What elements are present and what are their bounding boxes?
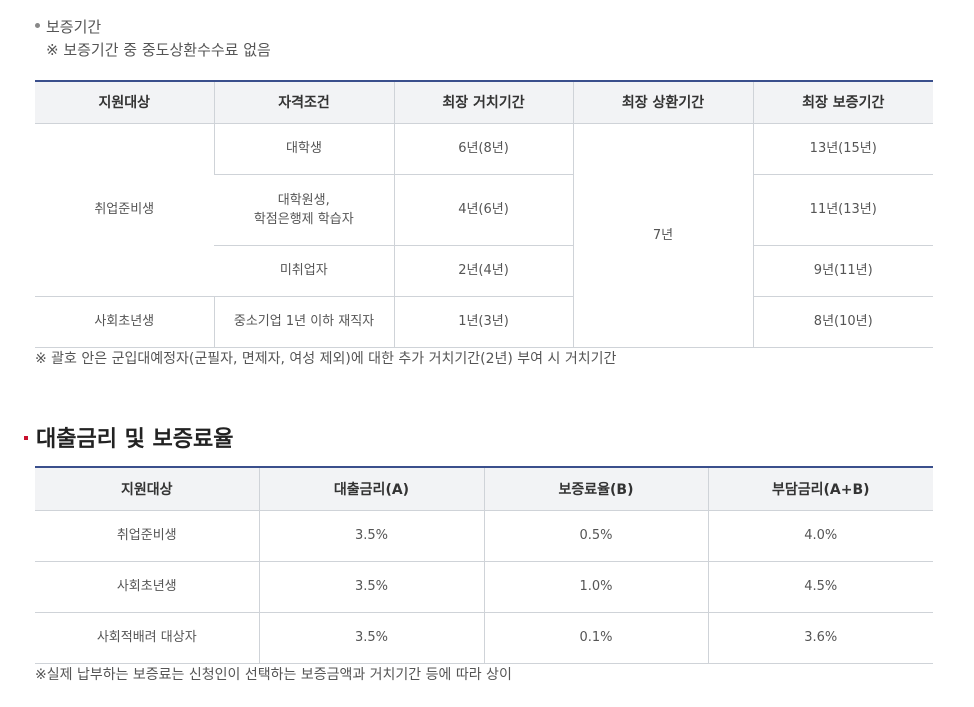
table-row: 취업준비생 대학생 6년(8년) 7년 13년(15년) [35, 123, 933, 348]
fee-rate-cell: 0.5% [483, 510, 708, 562]
header-guarantee-period: 최장 보증기간 [752, 81, 933, 124]
guarantee-period-table: 지원대상 자격조건 최장 거치기간 최장 상환기간 최장 보증기간 취업준비생 … [35, 80, 933, 348]
header-fee-rate: 보증료율(B) [483, 467, 708, 511]
defer-cell: 2년(4년) [393, 245, 573, 297]
table-header-row: 지원대상 대출금리(A) 보증료율(B) 부담금리(A+B) [35, 467, 933, 511]
condition-cell: 중소기업 1년 이하 재직자 [213, 296, 394, 348]
defer-cell: 1년(3년) [393, 296, 573, 348]
bullet-dot-icon [35, 23, 40, 28]
table-row: 대학원생, 학점은행제 학습자 4년(6년) 11년(13년) [35, 174, 933, 246]
table2-footnote: ※실제 납부하는 보증료는 신청인이 선택하는 보증금액과 거치기간 등에 따라… [35, 667, 512, 683]
target-cell: 취업준비생 [35, 510, 259, 562]
guarantee-period-label: 보증기간 [46, 18, 102, 36]
header-target: 지원대상 [35, 467, 259, 511]
section-title: 대출금리 및 보증료율 [36, 427, 234, 452]
table-row: 취업준비생 3.5% 0.5% 4.0% [35, 510, 933, 562]
condition-cell: 대학생 [213, 123, 394, 175]
condition-cell: 미취업자 [214, 245, 394, 297]
header-loan-rate: 대출금리(A) [258, 467, 484, 511]
fee-rate-cell: 1.0% [483, 561, 708, 613]
header-defer-period: 최장 거치기간 [393, 81, 573, 124]
total-rate-cell: 4.5% [707, 561, 933, 613]
header-condition: 자격조건 [213, 81, 394, 124]
condition-cell: 대학원생, 학점은행제 학습자 [214, 174, 394, 246]
guarantee-cell: 13년(15년) [752, 123, 933, 175]
guarantee-cell: 11년(13년) [752, 174, 933, 246]
target-cell: 사회초년생 [35, 561, 259, 613]
header-repay-period: 최장 상환기간 [572, 81, 753, 124]
table-row: 사회적배려 대상자 3.5% 0.1% 3.6% [35, 612, 933, 664]
section-heading: 대출금리 및 보증료율 [24, 421, 233, 453]
table-row: 사회초년생 중소기업 1년 이하 재직자 1년(3년) 8년(10년) [35, 296, 933, 348]
target-cell: 사회적배려 대상자 [35, 612, 259, 664]
header-total-rate: 부담금리(A+B) [707, 467, 933, 511]
table1-footnote: ※ 괄호 안은 군입대예정자(군필자, 면제자, 여성 제외)에 대한 추가 거… [35, 351, 617, 367]
loan-rate-table: 지원대상 대출금리(A) 보증료율(B) 부담금리(A+B) 취업준비생 3.5… [35, 466, 933, 664]
repay-period-cell: 7년 [572, 123, 753, 348]
fee-rate-cell: 0.1% [483, 612, 708, 664]
guarantee-period-bullet: 보증기간 [35, 16, 101, 37]
loan-rate-cell: 3.5% [258, 612, 484, 664]
loan-rate-cell: 3.5% [258, 561, 484, 613]
header-target: 지원대상 [35, 81, 214, 124]
defer-cell: 6년(8년) [393, 123, 573, 175]
guarantee-period-note: ※ 보증기간 중 중도상환수수료 없음 [46, 41, 271, 59]
table-header-row: 지원대상 자격조건 최장 거치기간 최장 상환기간 최장 보증기간 [35, 81, 933, 124]
target-job-seeker: 취업준비생 [35, 123, 214, 297]
guarantee-cell: 8년(10년) [752, 296, 933, 348]
total-rate-cell: 3.6% [707, 612, 933, 664]
total-rate-cell: 4.0% [707, 510, 933, 562]
section-marker-icon [24, 436, 28, 440]
target-new-employee: 사회초년생 [35, 296, 214, 348]
defer-cell: 4년(6년) [393, 174, 573, 246]
loan-rate-cell: 3.5% [258, 510, 484, 562]
table-row: 사회초년생 3.5% 1.0% 4.5% [35, 561, 933, 613]
table-row: 미취업자 2년(4년) 9년(11년) [35, 245, 933, 297]
guarantee-cell: 9년(11년) [752, 245, 933, 297]
